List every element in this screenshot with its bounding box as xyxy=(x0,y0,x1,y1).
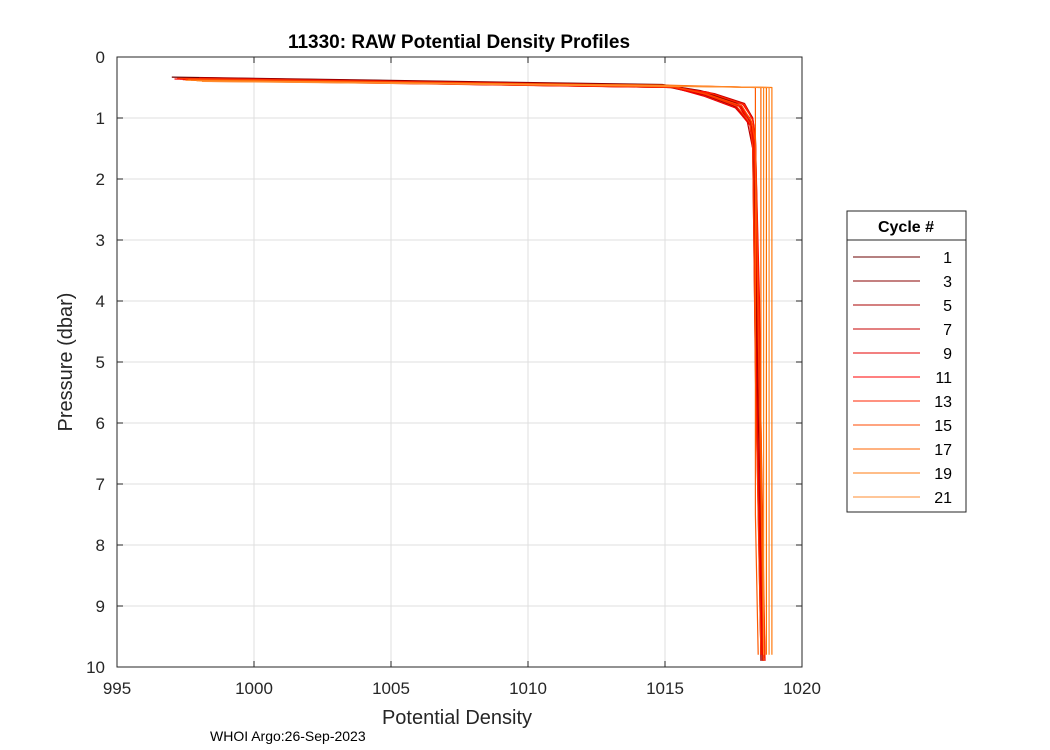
y-tick-label: 5 xyxy=(96,353,105,372)
y-tick-label: 7 xyxy=(96,475,105,494)
y-tick-label: 8 xyxy=(96,536,105,555)
y-tick-label: 0 xyxy=(96,48,105,67)
legend-entry-label: 3 xyxy=(943,274,952,291)
x-tick-label: 995 xyxy=(103,679,131,698)
x-tick-label: 1005 xyxy=(372,679,410,698)
legend-entry-label: 9 xyxy=(943,346,952,363)
legend-entry-label: 21 xyxy=(934,490,952,507)
legend-entry-label: 1 xyxy=(943,250,952,267)
y-tick-label: 4 xyxy=(96,292,105,311)
profile-lines xyxy=(171,76,773,661)
legend-box xyxy=(846,210,967,513)
footer-credit: WHOI Argo:26-Sep-2023 xyxy=(210,728,366,744)
y-tick-label: 1 xyxy=(96,109,105,128)
x-tick-label: 1000 xyxy=(235,679,273,698)
y-tick-label: 3 xyxy=(96,231,105,250)
axis-ticks: 995 1000 1005 1010 1015 1020 0 1 2 3 4 5 6 7 8 9 10 xyxy=(86,48,821,698)
legend-entry-label: 7 xyxy=(943,322,952,339)
legend-entry-label: 19 xyxy=(934,466,952,483)
y-tick-label: 9 xyxy=(96,597,105,616)
legend-entry-label: 15 xyxy=(934,418,952,435)
profile-line-cycle-21 xyxy=(201,80,770,655)
legend-entry-label: 13 xyxy=(934,394,952,411)
x-tick-label: 1015 xyxy=(646,679,684,698)
chart-title: 11330: RAW Potential Density Profiles xyxy=(288,32,630,53)
legend-title: Cycle # xyxy=(878,219,934,236)
x-tick-label: 1010 xyxy=(509,679,547,698)
profile-line-cycle-15 xyxy=(188,79,765,661)
y-tick-label: 10 xyxy=(86,658,105,677)
legend-entry-label: 17 xyxy=(934,442,952,459)
y-tick-label: 2 xyxy=(96,170,105,189)
y-axis-label: Pressure (dbar) xyxy=(55,293,77,432)
x-axis-label: Potential Density xyxy=(382,707,532,729)
x-tick-label: 1020 xyxy=(783,679,821,698)
legend-entry-label: 11 xyxy=(935,370,952,387)
legend-entry-label: 5 xyxy=(943,298,952,315)
y-tick-label: 6 xyxy=(96,414,105,433)
